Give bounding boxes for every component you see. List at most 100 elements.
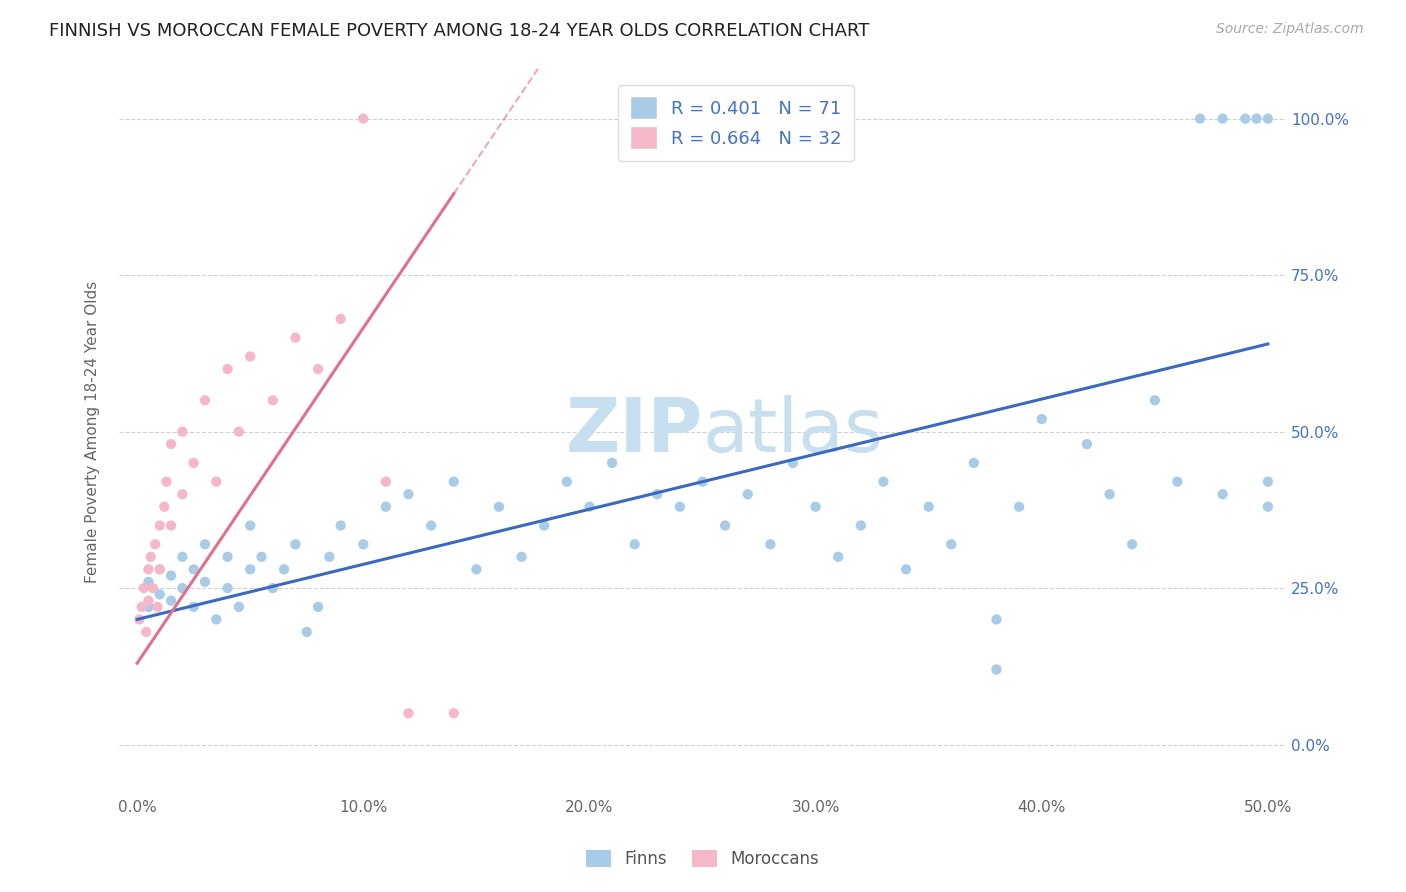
Point — [135, 624, 157, 639]
Point — [160, 518, 183, 533]
Point — [250, 549, 273, 564]
Point — [669, 500, 692, 514]
Point — [295, 624, 318, 639]
Point — [533, 518, 555, 533]
Point — [143, 537, 166, 551]
Point — [1212, 487, 1234, 501]
Point — [827, 549, 849, 564]
Point — [1076, 437, 1098, 451]
Point — [149, 562, 172, 576]
Text: atlas: atlas — [703, 395, 883, 468]
Point — [146, 599, 169, 614]
Point — [284, 331, 307, 345]
Point — [228, 599, 250, 614]
Legend: Finns, Moroccans: Finns, Moroccans — [579, 843, 827, 875]
Point — [1008, 500, 1031, 514]
Point — [488, 500, 510, 514]
Point — [986, 612, 1008, 626]
Point — [160, 593, 183, 607]
Point — [465, 562, 488, 576]
Legend: R = 0.401   N = 71, R = 0.664   N = 32: R = 0.401 N = 71, R = 0.664 N = 32 — [619, 85, 853, 161]
Point — [131, 599, 153, 614]
Point — [782, 456, 804, 470]
Point — [329, 312, 352, 326]
Text: Source: ZipAtlas.com: Source: ZipAtlas.com — [1216, 22, 1364, 37]
Point — [894, 562, 917, 576]
Point — [1234, 112, 1257, 126]
Point — [160, 568, 183, 582]
Point — [737, 487, 759, 501]
Point — [986, 663, 1008, 677]
Point — [273, 562, 295, 576]
Point — [142, 581, 165, 595]
Point — [205, 612, 228, 626]
Point — [183, 562, 205, 576]
Point — [872, 475, 894, 489]
Point — [398, 706, 420, 721]
Point — [941, 537, 963, 551]
Point — [138, 599, 160, 614]
Point — [172, 425, 194, 439]
Point — [1257, 475, 1279, 489]
Point — [714, 518, 737, 533]
Point — [194, 393, 217, 408]
Point — [160, 437, 183, 451]
Point — [1098, 487, 1121, 501]
Point — [239, 518, 262, 533]
Point — [205, 475, 228, 489]
Y-axis label: Female Poverty Among 18-24 Year Olds: Female Poverty Among 18-24 Year Olds — [86, 280, 100, 582]
Point — [623, 537, 645, 551]
Point — [555, 475, 578, 489]
Point — [510, 549, 533, 564]
Point — [217, 581, 239, 595]
Point — [228, 425, 250, 439]
Point — [1246, 112, 1268, 126]
Point — [138, 562, 160, 576]
Point — [443, 706, 465, 721]
Point — [1143, 393, 1166, 408]
Point — [374, 500, 396, 514]
Point — [239, 350, 262, 364]
Point — [1121, 537, 1143, 551]
Point — [217, 362, 239, 376]
Point — [1166, 475, 1188, 489]
Point — [153, 500, 176, 514]
Point — [194, 574, 217, 589]
Point — [149, 562, 172, 576]
Point — [239, 562, 262, 576]
Point — [692, 475, 714, 489]
Point — [420, 518, 443, 533]
Point — [600, 456, 623, 470]
Point — [194, 537, 217, 551]
Point — [183, 456, 205, 470]
Point — [1189, 112, 1212, 126]
Point — [307, 362, 329, 376]
Point — [132, 581, 155, 595]
Point — [1212, 112, 1234, 126]
Point — [172, 581, 194, 595]
Point — [217, 549, 239, 564]
Point — [963, 456, 986, 470]
Point — [645, 487, 668, 501]
Point — [138, 593, 160, 607]
Point — [1257, 500, 1279, 514]
Point — [578, 500, 600, 514]
Point — [128, 612, 150, 626]
Point — [1031, 412, 1053, 426]
Point — [398, 487, 420, 501]
Point — [149, 587, 172, 601]
Point — [849, 518, 872, 533]
Point — [374, 475, 396, 489]
Point — [352, 112, 374, 126]
Point — [352, 537, 374, 551]
Point — [139, 549, 162, 564]
Point — [172, 487, 194, 501]
Point — [318, 549, 340, 564]
Point — [138, 574, 160, 589]
Point — [804, 500, 827, 514]
Point — [329, 518, 352, 533]
Point — [183, 599, 205, 614]
Point — [262, 581, 284, 595]
Point — [443, 475, 465, 489]
Point — [155, 475, 177, 489]
